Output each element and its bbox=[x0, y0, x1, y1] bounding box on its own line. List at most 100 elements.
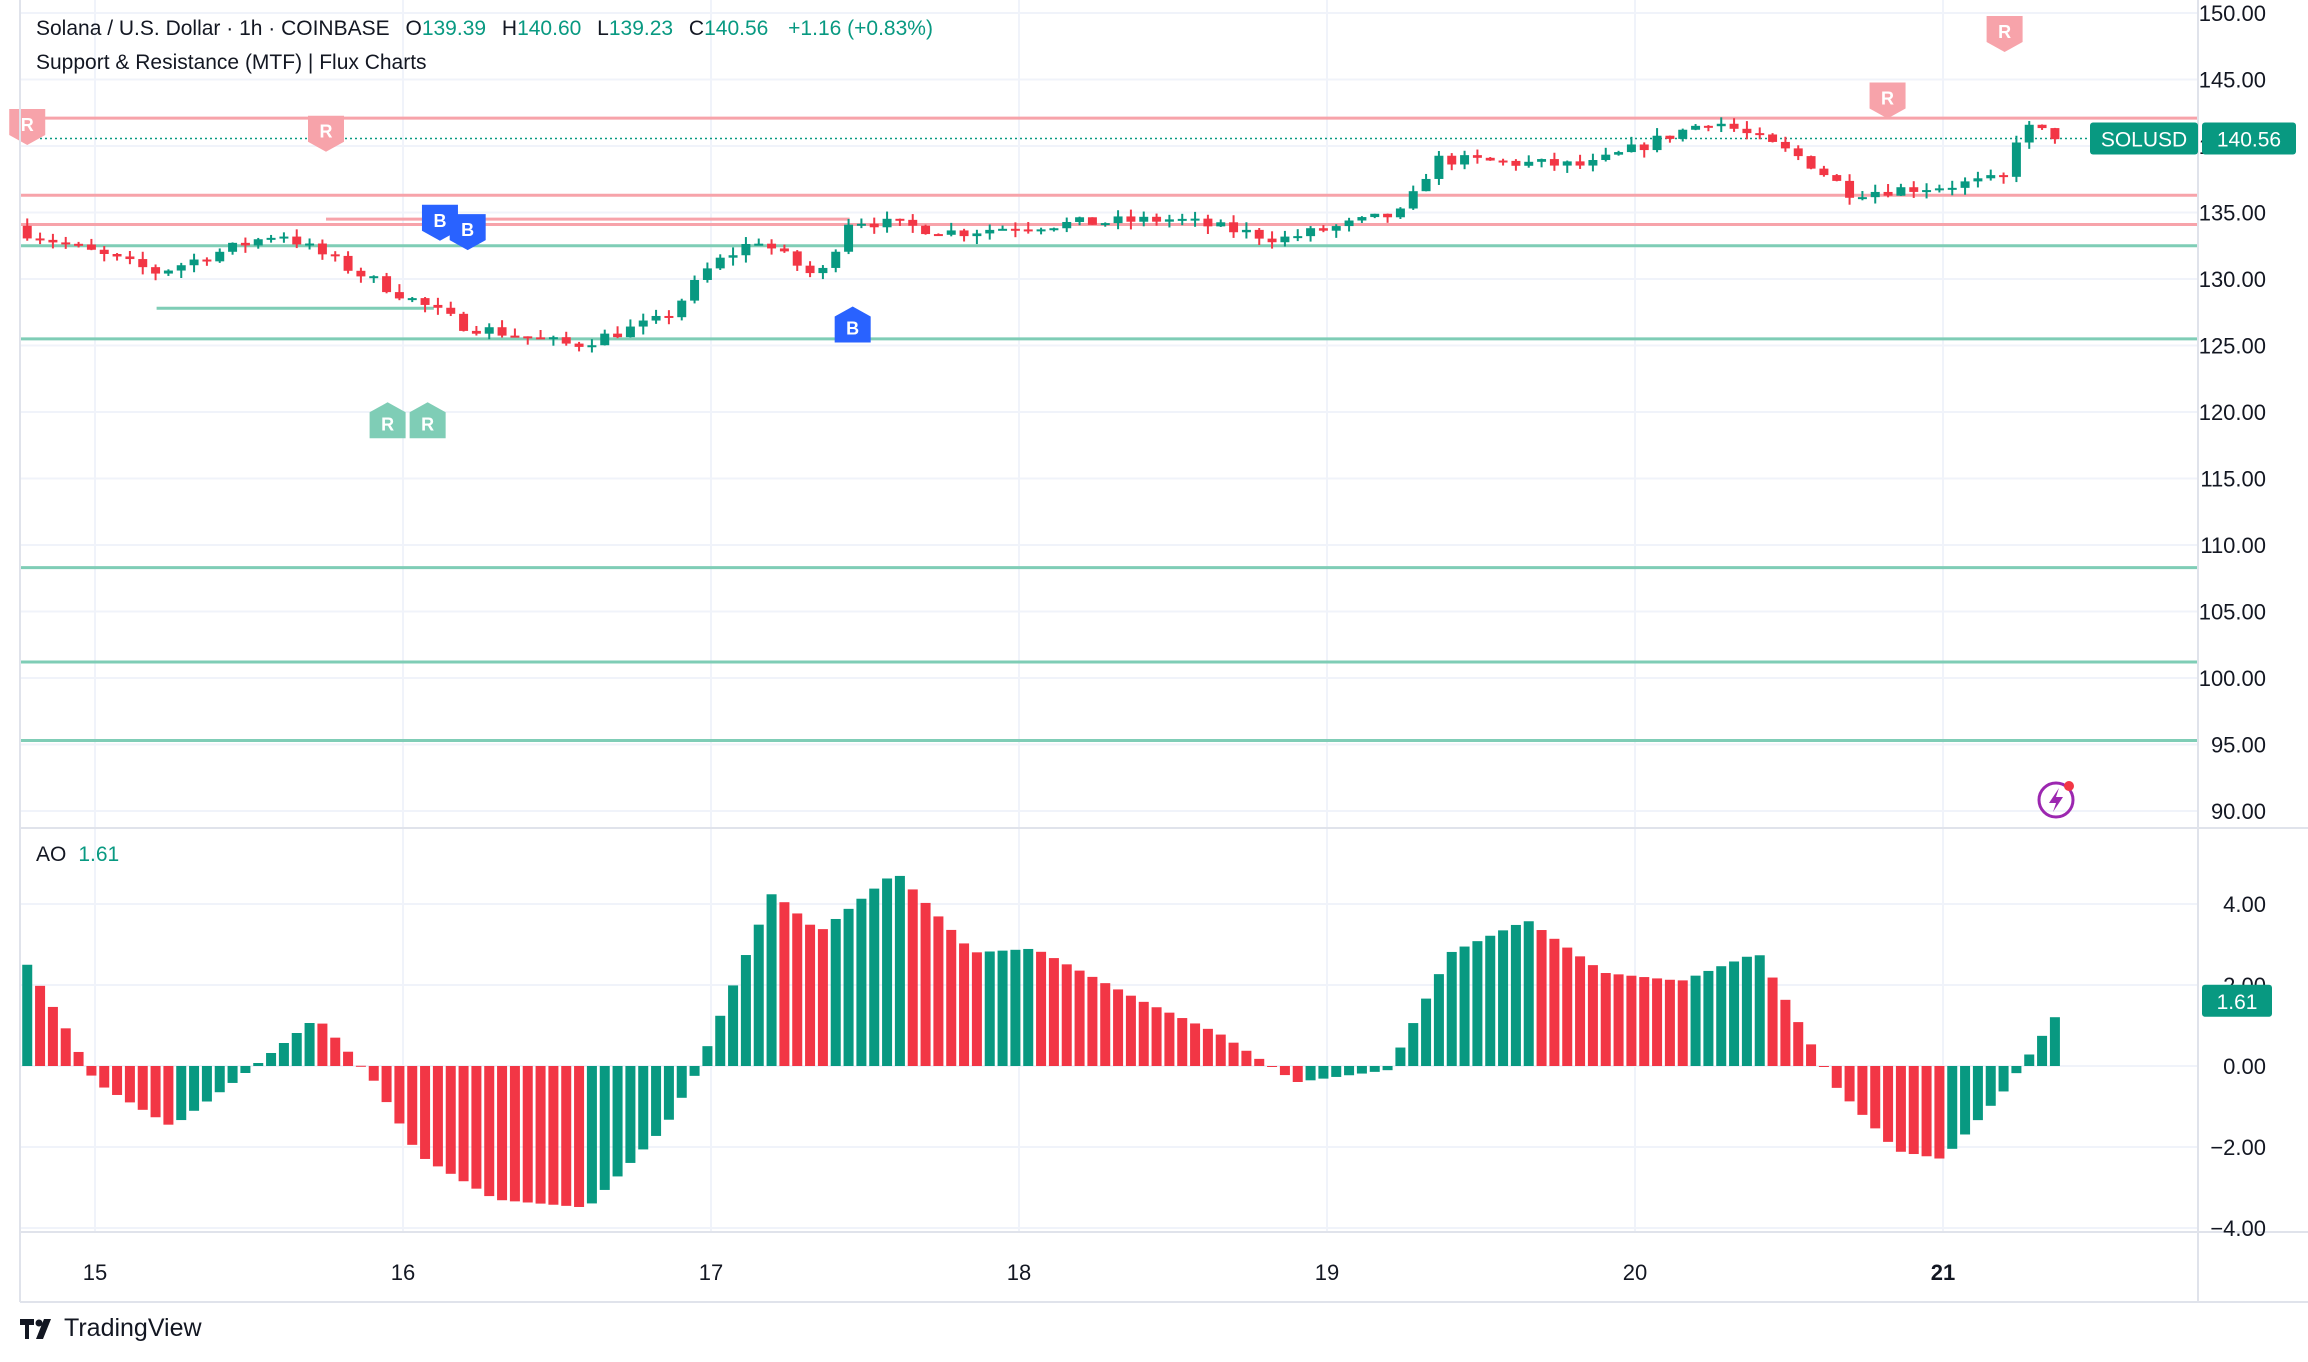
ao-bar bbox=[805, 924, 816, 1066]
ao-bar bbox=[1446, 951, 1457, 1066]
candle bbox=[959, 230, 969, 237]
ao-bar bbox=[599, 1066, 610, 1190]
ao-bar bbox=[1677, 980, 1688, 1066]
ao-bar bbox=[663, 1066, 674, 1120]
candle bbox=[497, 327, 507, 336]
ao-bar bbox=[1177, 1018, 1188, 1066]
candle bbox=[1177, 218, 1187, 221]
ao-bar bbox=[1356, 1066, 1367, 1074]
ao-bar bbox=[509, 1066, 520, 1202]
ao-bar bbox=[1960, 1066, 1971, 1135]
ao-bar bbox=[420, 1066, 431, 1159]
candle bbox=[998, 228, 1008, 231]
ao-bar bbox=[548, 1066, 559, 1205]
candle bbox=[1883, 191, 1893, 196]
marker-label: R bbox=[1998, 22, 2011, 42]
candle bbox=[933, 234, 943, 237]
buy-marker bbox=[834, 306, 871, 343]
candle bbox=[1511, 160, 1521, 166]
ao-bar bbox=[1921, 1066, 1932, 1157]
ao-value: 1.61 bbox=[78, 843, 120, 866]
ao-bar bbox=[1408, 1023, 1419, 1066]
candle bbox=[1460, 155, 1470, 165]
ao-bar bbox=[1151, 1007, 1162, 1066]
ao-bar bbox=[201, 1066, 212, 1102]
symbol-title[interactable]: Solana / U.S. Dollar · 1h · COINBASE bbox=[36, 17, 390, 40]
ao-bar bbox=[561, 1066, 572, 1206]
ao-bar bbox=[676, 1066, 687, 1098]
ao-bar bbox=[740, 955, 751, 1066]
ao-bar bbox=[1100, 983, 1111, 1066]
candle bbox=[985, 229, 995, 234]
ao-legend[interactable]: AO 1.61 bbox=[36, 843, 119, 867]
candle bbox=[1626, 144, 1636, 153]
candle bbox=[625, 326, 635, 338]
ao-bar bbox=[343, 1051, 354, 1066]
candle bbox=[1280, 236, 1290, 243]
ao-bar bbox=[304, 1023, 315, 1066]
ao-bar bbox=[1562, 947, 1573, 1066]
candle bbox=[638, 320, 648, 327]
candle bbox=[882, 218, 892, 228]
candle bbox=[1665, 135, 1675, 139]
candle bbox=[138, 259, 148, 268]
candle bbox=[690, 279, 700, 301]
ao-bar bbox=[1254, 1058, 1265, 1066]
candle bbox=[292, 236, 302, 245]
price-tick-label: 135.00 bbox=[2199, 201, 2266, 226]
candle bbox=[1922, 190, 1932, 193]
ao-bar bbox=[2049, 1017, 2060, 1066]
candle bbox=[536, 337, 546, 340]
candle bbox=[1190, 218, 1200, 221]
candle bbox=[1703, 125, 1713, 128]
ao-bar bbox=[574, 1066, 585, 1207]
axes: 150.00145.00140.00135.00130.00125.00120.… bbox=[19, 0, 2308, 1303]
ao-bar bbox=[458, 1066, 469, 1182]
candle bbox=[677, 300, 687, 318]
ao-bar bbox=[830, 918, 841, 1066]
tradingview-logo[interactable]: TradingView bbox=[20, 1314, 202, 1343]
ao-bar bbox=[1716, 966, 1727, 1066]
ao-bar bbox=[1575, 956, 1586, 1066]
candle bbox=[1241, 229, 1251, 233]
candle bbox=[1588, 160, 1598, 166]
ao-bar bbox=[1010, 949, 1021, 1066]
ao-bar bbox=[946, 929, 957, 1066]
ao-bar bbox=[497, 1066, 508, 1201]
ao-bar bbox=[651, 1066, 662, 1136]
indicator-title[interactable]: Support & Resistance (MTF) | Flux Charts bbox=[36, 51, 427, 74]
time-tick-label: 18 bbox=[1007, 1260, 1031, 1285]
marker-label: R bbox=[21, 115, 34, 135]
ao-bar bbox=[1639, 977, 1650, 1066]
candle bbox=[1973, 178, 1983, 182]
ao-bar bbox=[1883, 1066, 1894, 1142]
ao-bar bbox=[291, 1033, 302, 1066]
candle bbox=[1601, 154, 1611, 161]
ao-bar bbox=[702, 1046, 713, 1066]
ao-bar bbox=[1536, 930, 1547, 1066]
candle bbox=[1293, 236, 1303, 239]
candle bbox=[510, 335, 520, 338]
candle bbox=[1729, 123, 1739, 129]
candle bbox=[1113, 216, 1123, 224]
ao-bar bbox=[1498, 930, 1509, 1066]
candle bbox=[433, 304, 443, 308]
ao-bar bbox=[1215, 1034, 1226, 1066]
lightning-icon[interactable] bbox=[2037, 781, 2075, 819]
time-tick-label: 20 bbox=[1623, 1260, 1647, 1285]
open-value: 139.39 bbox=[421, 17, 487, 40]
marker-label: R bbox=[421, 414, 434, 434]
ao-bar bbox=[227, 1066, 238, 1083]
candle bbox=[22, 225, 32, 239]
candle bbox=[548, 337, 558, 340]
candle bbox=[1036, 229, 1046, 232]
ao-bar bbox=[432, 1066, 443, 1167]
candle bbox=[240, 242, 250, 246]
candle bbox=[228, 242, 238, 252]
candle bbox=[600, 333, 610, 346]
ao-bar bbox=[1228, 1042, 1239, 1066]
ao-bar bbox=[1806, 1044, 1817, 1066]
candle bbox=[1126, 216, 1136, 222]
ao-bar bbox=[1036, 951, 1047, 1066]
